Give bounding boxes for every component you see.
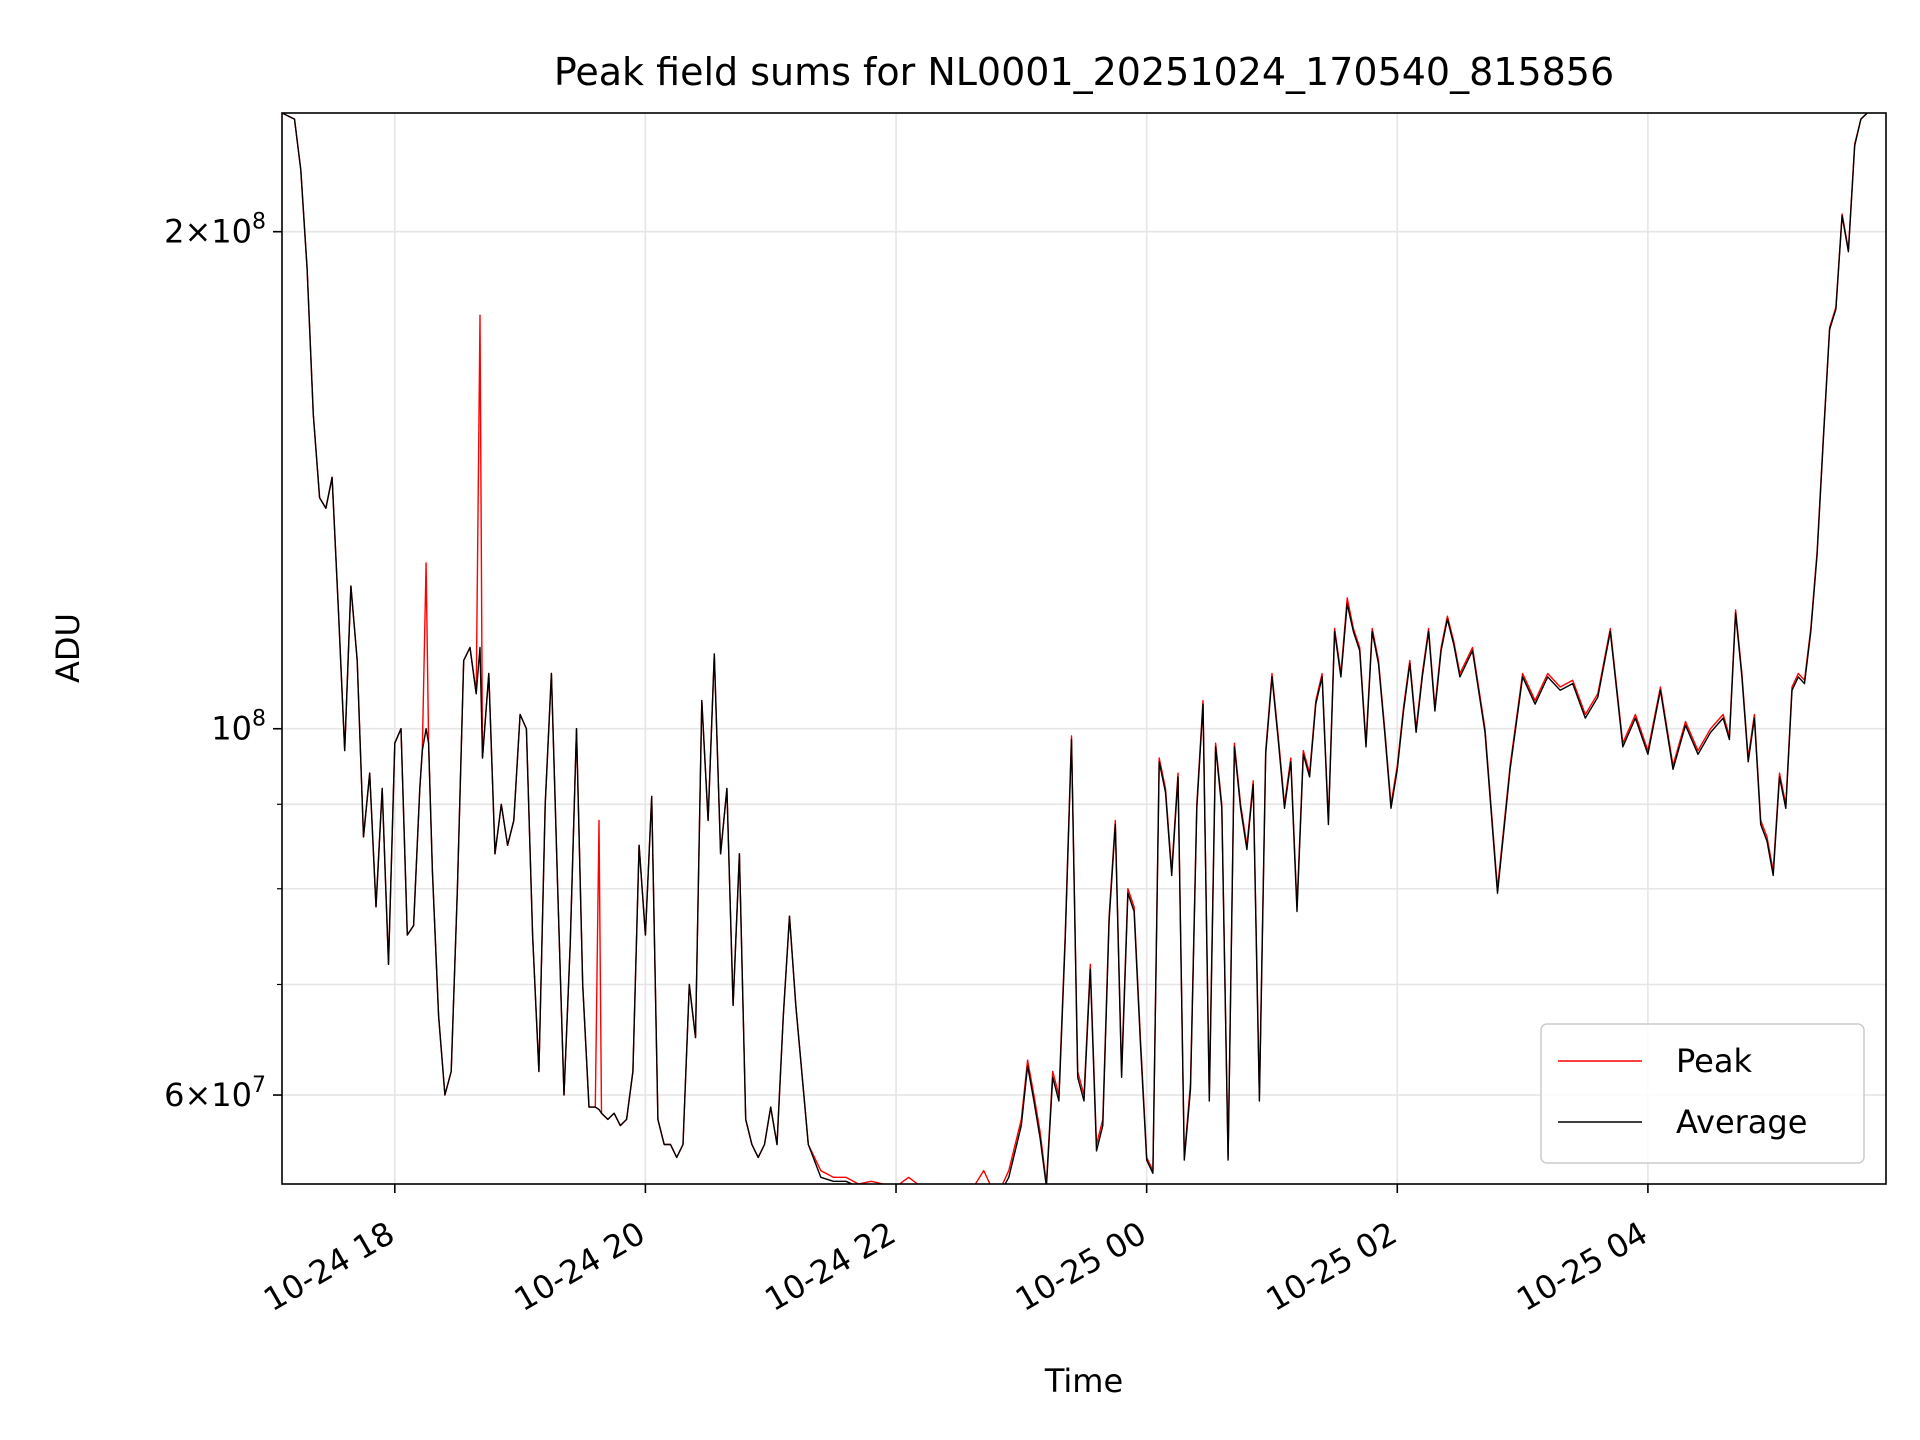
legend-label-peak: Peak [1676, 1042, 1752, 1080]
y-tick-base: 10 [211, 213, 252, 251]
legend: Peak Average [1540, 1023, 1865, 1164]
y-tick-times: × [184, 213, 211, 251]
y-tick-mantissa: 2 [164, 213, 184, 251]
y-tick-exponent: 7 [252, 1073, 266, 1098]
series-line-average [282, 113, 1868, 1184]
y-tick-base: 10 [211, 1076, 252, 1114]
y-tick-exponent: 8 [252, 210, 266, 235]
y-tick-mantissa: 6 [164, 1076, 184, 1114]
y-tick-label: 6×107 [164, 1073, 266, 1114]
series-layer [282, 113, 1868, 1184]
plot-frame [281, 112, 1887, 1185]
y-tick-base: 10 [211, 710, 252, 748]
x-axis-label: Time [1044, 1362, 1123, 1400]
y-tick-label: 108 [211, 707, 266, 748]
y-tick-exponent: 8 [252, 707, 266, 732]
y-tick-label: 2×108 [164, 210, 266, 251]
y-axis-label: ADU [49, 613, 87, 683]
legend-label-average: Average [1676, 1103, 1807, 1141]
chart-title: Peak field sums for NL0001_20251024_1705… [554, 50, 1614, 94]
y-tick-times: × [184, 1076, 211, 1114]
legend-box [1540, 1023, 1865, 1164]
